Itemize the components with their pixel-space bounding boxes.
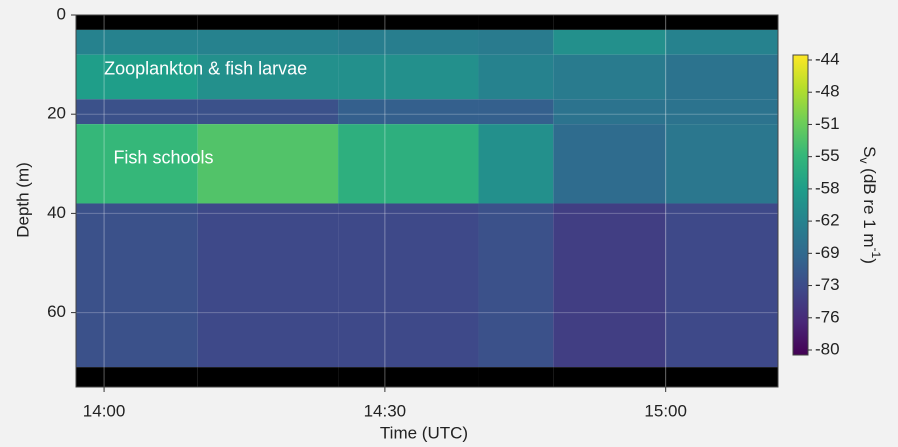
heat-cell	[197, 54, 339, 100]
x-axis-label: Time (UTC)	[380, 423, 468, 442]
no-data-cell	[553, 15, 666, 30]
heat-cell	[76, 29, 198, 55]
colorbar-tick-label: -44	[815, 49, 840, 68]
heat-cell	[478, 29, 554, 55]
colorbar-tick-label: -62	[815, 211, 840, 230]
y-axis-label: Depth (m)	[13, 162, 32, 238]
heat-cell	[76, 203, 198, 368]
no-data-cell	[665, 15, 778, 30]
heat-cell	[553, 29, 666, 55]
colorbar-tick-label: -48	[815, 82, 840, 101]
heat-cell	[338, 124, 479, 204]
no-data-cell	[478, 15, 554, 30]
heat-cell	[338, 29, 479, 55]
colorbar-label: Sv (dB re 1 m-1)	[857, 146, 883, 264]
heat-cell	[478, 99, 554, 125]
heat-cell	[478, 54, 554, 100]
heat-cell	[76, 54, 198, 100]
heat-cell	[76, 99, 198, 125]
colorbar-tick-label: -80	[815, 339, 840, 358]
heat-cell	[197, 29, 339, 55]
annotation: Fish schools	[113, 148, 213, 168]
heat-cell	[665, 29, 778, 55]
no-data-cell	[197, 367, 339, 387]
cb-close: )	[860, 258, 879, 264]
no-data-cell	[665, 367, 778, 387]
heat-cell	[338, 54, 479, 100]
y-tick-label: 0	[57, 4, 66, 23]
cb-unit: (dB re 1 m	[860, 163, 879, 247]
heat-cell	[665, 99, 778, 125]
heat-cell	[197, 124, 339, 204]
no-data-cell	[76, 367, 198, 387]
x-tick-label: 14:00	[83, 401, 126, 420]
colorbar-tick-label: -51	[815, 114, 840, 133]
colorbar-tick-label: -58	[815, 178, 840, 197]
heat-cell	[553, 54, 666, 100]
no-data-cell	[478, 367, 554, 387]
heat-cell	[338, 99, 479, 125]
heat-cell	[665, 54, 778, 100]
colorbar-tick-label: -55	[815, 146, 840, 165]
heat-cell	[76, 124, 198, 204]
cb-symbol: S	[860, 146, 879, 157]
no-data-cell	[338, 367, 479, 387]
heat-cell	[197, 99, 339, 125]
colorbar-tick-label: -69	[815, 243, 840, 262]
y-tick-label: 40	[47, 203, 66, 222]
no-data-cell	[553, 367, 666, 387]
heat-cell	[338, 203, 479, 368]
no-data-cell	[197, 15, 339, 30]
plot-frame	[75, 14, 779, 388]
annotation: Zooplankton & fish larvae	[104, 58, 307, 78]
heat-cell	[665, 124, 778, 204]
cb-exponent: -1	[869, 248, 883, 259]
no-data-cell	[338, 15, 479, 30]
heat-cell	[478, 124, 554, 204]
heat-cell	[197, 203, 339, 368]
x-tick-label: 14:30	[364, 401, 407, 420]
heat-cell	[478, 203, 554, 368]
heat-cell	[553, 124, 666, 204]
heat-cell	[553, 203, 666, 368]
heat-cell	[553, 99, 666, 125]
y-tick-label: 60	[47, 302, 66, 321]
heat-cell	[665, 203, 778, 368]
colorbar	[792, 54, 809, 356]
cb-subscript: v	[857, 157, 871, 163]
x-tick-label: 15:00	[644, 401, 687, 420]
no-data-cell	[76, 15, 198, 30]
y-tick-label: 20	[47, 104, 66, 123]
colorbar-tick-label: -76	[815, 307, 840, 326]
colorbar-tick-label: -73	[815, 275, 840, 294]
